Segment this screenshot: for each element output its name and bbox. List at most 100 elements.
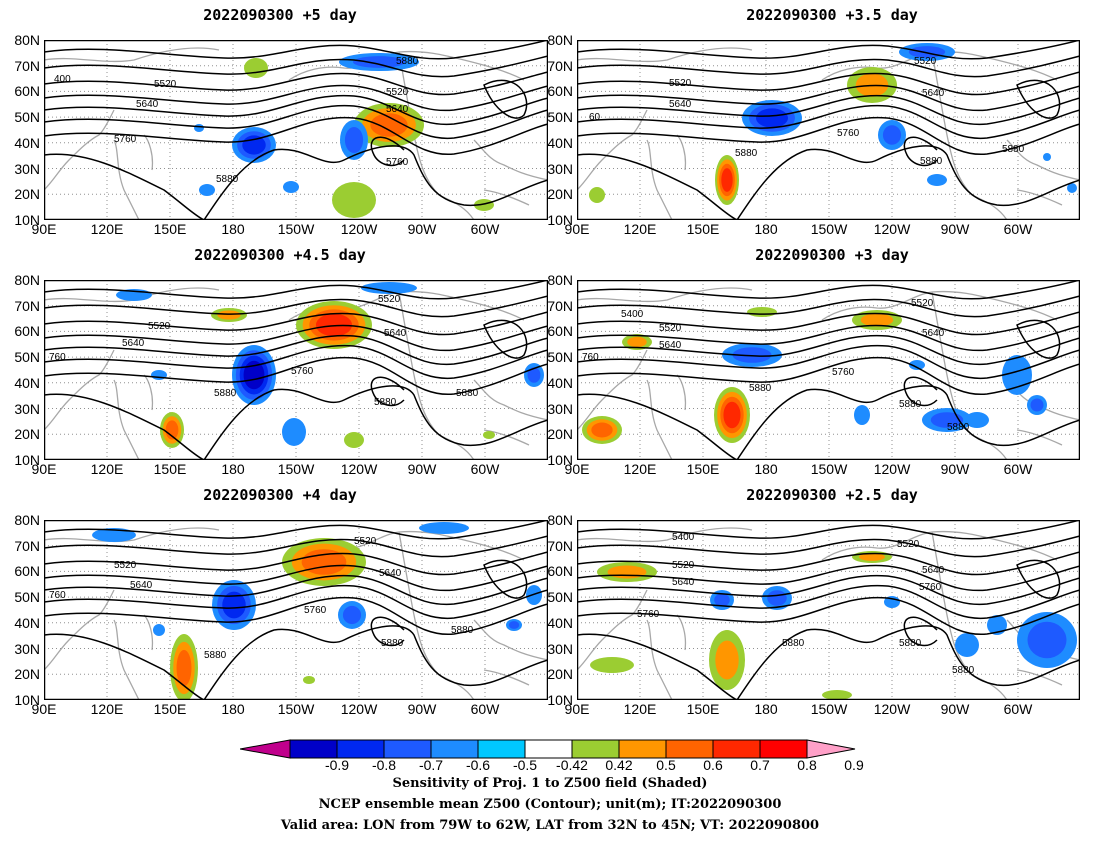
contour-label: 5400 xyxy=(621,309,644,320)
lon-label: 150W xyxy=(810,701,848,717)
sensitivity-shading xyxy=(582,307,1047,444)
map-frame xyxy=(577,280,1080,460)
lat-label: 20N xyxy=(547,186,573,203)
coastline xyxy=(44,47,548,220)
caption-line-1: Sensitivity of Proj. 1 to Z500 field (Sh… xyxy=(392,776,708,791)
grid xyxy=(44,40,548,220)
contour-label: 5640 xyxy=(922,565,945,576)
contour-label: 5520 xyxy=(378,294,401,305)
contour-label: 5880 xyxy=(735,148,758,159)
z500-contours xyxy=(44,40,548,220)
coastline xyxy=(44,527,548,700)
contour-label: 5880 xyxy=(899,638,922,649)
lat-label: 50N xyxy=(547,109,573,126)
lon-label: 120E xyxy=(90,701,124,717)
lon-label: 150E xyxy=(686,701,720,717)
lat-label: 80N xyxy=(547,512,573,528)
lon-label: 150W xyxy=(277,701,315,717)
contour-label: 5880 xyxy=(396,56,419,67)
contour-label: 5520 xyxy=(659,323,682,334)
contour-label: 5520 xyxy=(148,321,171,332)
lon-label: 120E xyxy=(90,221,124,237)
lat-label: 80N xyxy=(547,32,573,48)
contour-label: 5880 xyxy=(214,388,237,399)
colorbar-box xyxy=(336,739,385,759)
lon-label: 60W xyxy=(470,461,500,477)
colorbar-tick-label: -0.6 xyxy=(465,757,491,773)
lon-label: 90W xyxy=(940,701,970,717)
lat-label: 40N xyxy=(14,614,40,631)
panel-title-3: 2022090300 +4.5 day xyxy=(194,246,366,264)
z500-contours xyxy=(577,40,1080,220)
lon-label: 150W xyxy=(810,221,848,237)
contour-label: 5880 xyxy=(204,650,227,661)
contour-label: 400 xyxy=(54,74,71,85)
lon-label: 90W xyxy=(407,701,437,717)
map-panel-6: 5400 5520 5640 5760 5880 5520 5640 5760 5880 5880 xyxy=(577,520,1080,700)
colorbar-box xyxy=(712,739,761,759)
lat-label: 40N xyxy=(14,374,40,391)
lon-label: 60W xyxy=(1003,461,1033,477)
lon-label: 150E xyxy=(686,221,720,237)
lat-label: 20N xyxy=(14,186,40,203)
colorbar xyxy=(240,739,856,759)
lat-label: 20N xyxy=(14,426,40,443)
map-frame xyxy=(577,40,1080,220)
contour-label: 5520 xyxy=(354,536,377,547)
contour-label: 5520 xyxy=(386,87,409,98)
lat-label: 50N xyxy=(14,109,40,126)
lat-label: 70N xyxy=(14,57,40,74)
lat-label: 50N xyxy=(547,349,573,366)
contour-label: 5640 xyxy=(922,328,945,339)
contour-label: 5400 xyxy=(672,532,695,543)
lat-label: 60N xyxy=(14,83,40,100)
lon-label: 90E xyxy=(31,701,57,717)
lon-label: 180 xyxy=(754,701,778,717)
lon-label: 60W xyxy=(1003,701,1033,717)
lat-label: 20N xyxy=(547,426,573,443)
lat-label: 50N xyxy=(14,589,40,606)
lon-label: 120W xyxy=(873,221,911,237)
contour-labels: 5400 5520 5640 5760 5880 5520 5640 5760 5880 5880 xyxy=(637,532,975,676)
contour-label: 5640 xyxy=(669,99,692,110)
contour-label: 5760 xyxy=(837,128,860,139)
lon-label: 90W xyxy=(940,461,970,477)
lon-label: 90E xyxy=(31,221,57,237)
lat-label: 70N xyxy=(547,537,573,554)
lat-label: 40N xyxy=(547,614,573,631)
lon-label: 150E xyxy=(153,701,187,717)
contour-label: 5880 xyxy=(899,399,922,410)
lon-label: 150E xyxy=(153,461,187,477)
contour-label: 5880 xyxy=(381,638,404,649)
lat-label: 70N xyxy=(547,57,573,74)
grid xyxy=(44,280,548,460)
lat-label: 30N xyxy=(547,640,573,657)
lon-label: 90E xyxy=(564,221,590,237)
z500-contours xyxy=(577,520,1080,700)
contour-label: 5640 xyxy=(379,568,402,579)
lon-label: 90E xyxy=(564,701,590,717)
contour-label: 5520 xyxy=(672,560,695,571)
contour-label: 5760 xyxy=(304,605,327,616)
lat-label: 30N xyxy=(547,400,573,417)
lat-label: 50N xyxy=(547,589,573,606)
lon-label: 120E xyxy=(623,221,657,237)
map-panel-2: 5520 5640 60 5880 5760 5520 5640 5880 5880 xyxy=(577,40,1080,220)
contour-label: 5760 xyxy=(386,157,409,168)
map-panel-4: 5400 5520 5640 760 5880 5760 5520 5640 5880 5880 xyxy=(577,280,1080,460)
colorbar-tick-label: 0.9 xyxy=(844,757,864,773)
lat-label: 60N xyxy=(547,563,573,580)
lon-label: 60W xyxy=(1003,221,1033,237)
map-frame xyxy=(577,520,1080,700)
panel-title-2: 2022090300 +3.5 day xyxy=(746,6,918,24)
lat-label: 30N xyxy=(14,400,40,417)
sensitivity-shading xyxy=(92,522,542,700)
sensitivity-shading xyxy=(590,551,1077,700)
coastline xyxy=(577,287,1080,460)
lon-label: 150E xyxy=(686,461,720,477)
lon-label: 120W xyxy=(340,461,378,477)
lat-label: 10N xyxy=(14,691,40,708)
